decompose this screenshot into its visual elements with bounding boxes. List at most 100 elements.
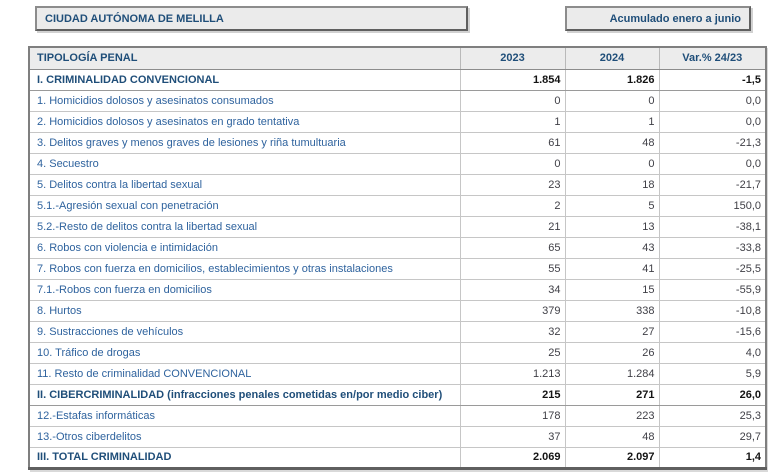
row-label: 3. Delitos graves y menos graves de lesi… <box>29 132 461 154</box>
row-variation: 0,0 <box>659 153 766 175</box>
row-value-2023: 0 <box>460 153 566 175</box>
period-title-box: Acumulado enero a junio <box>565 6 751 31</box>
table-row: 10. Tráfico de drogas 25 26 4,0 <box>29 342 766 364</box>
row-value-2024: 1 <box>565 111 660 133</box>
column-header-2023: 2023 <box>460 47 566 70</box>
row-variation: -38,1 <box>659 216 766 238</box>
row-value-2023: 2 <box>460 195 566 217</box>
row-variation: 150,0 <box>659 195 766 217</box>
row-label: 7.1.-Robos con fuerza en domicilios <box>29 279 461 301</box>
row-value-2024: 0 <box>565 153 660 175</box>
table-row: 5.1.-Agresión sexual con penetración 2 5… <box>29 195 766 217</box>
table-row: 4. Secuestro 0 0 0,0 <box>29 153 766 175</box>
row-label: 11. Resto de criminalidad CONVENCIONAL <box>29 363 461 385</box>
row-label: 6. Robos con violencia e intimidación <box>29 237 461 259</box>
row-value-2023: 1.213 <box>460 363 566 385</box>
row-label: 4. Secuestro <box>29 153 461 175</box>
row-value-2024: 223 <box>565 405 660 427</box>
table-row: 5. Delitos contra la libertad sexual 23 … <box>29 174 766 196</box>
column-header-typology: TIPOLOGÍA PENAL <box>29 47 461 70</box>
row-value-2023: 23 <box>460 174 566 196</box>
row-value-2024: 41 <box>565 258 660 280</box>
table-body: I. CRIMINALIDAD CONVENCIONAL 1.854 1.826… <box>29 68 766 468</box>
row-value-2024: 1.284 <box>565 363 660 385</box>
row-value-2023: 1 <box>460 111 566 133</box>
row-value-2024: 15 <box>565 279 660 301</box>
row-value-2023: 215 <box>460 383 566 406</box>
row-value-2024: 1.826 <box>565 68 660 91</box>
table-row: I. CRIMINALIDAD CONVENCIONAL 1.854 1.826… <box>29 68 766 91</box>
row-value-2024: 18 <box>565 174 660 196</box>
row-label: III. TOTAL CRIMINALIDAD <box>29 446 461 468</box>
row-label: 13.-Otros ciberdelitos <box>29 426 461 448</box>
row-value-2023: 21 <box>460 216 566 238</box>
row-value-2024: 48 <box>565 132 660 154</box>
row-value-2023: 2.069 <box>460 446 566 468</box>
region-title: CIUDAD AUTÓNOMA DE MELILLA <box>45 12 224 25</box>
row-label: I. CRIMINALIDAD CONVENCIONAL <box>29 68 461 91</box>
row-value-2023: 65 <box>460 237 566 259</box>
column-header-variation: Var.% 24/23 <box>659 47 766 70</box>
table-row: 13.-Otros ciberdelitos 37 48 29,7 <box>29 426 766 448</box>
table-row: 3. Delitos graves y menos graves de lesi… <box>29 132 766 154</box>
row-variation: -21,7 <box>659 174 766 196</box>
table-row: 7.1.-Robos con fuerza en domicilios 34 1… <box>29 279 766 301</box>
row-label: 5. Delitos contra la libertad sexual <box>29 174 461 196</box>
row-variation: -21,3 <box>659 132 766 154</box>
row-variation: -25,5 <box>659 258 766 280</box>
row-value-2023: 0 <box>460 90 566 112</box>
column-header-2024: 2024 <box>565 47 660 70</box>
row-value-2024: 338 <box>565 300 660 322</box>
crime-statistics-table: TIPOLOGÍA PENAL 2023 2024 Var.% 24/23 I.… <box>28 46 767 470</box>
table-row: 1. Homicidios dolosos y asesinatos consu… <box>29 90 766 112</box>
row-value-2023: 32 <box>460 321 566 343</box>
row-value-2023: 34 <box>460 279 566 301</box>
row-value-2024: 2.097 <box>565 446 660 468</box>
row-variation: 29,7 <box>659 426 766 448</box>
region-title-box: CIUDAD AUTÓNOMA DE MELILLA <box>35 6 468 31</box>
table-row: 5.2.-Resto de delitos contra la libertad… <box>29 216 766 238</box>
row-label: 10. Tráfico de drogas <box>29 342 461 364</box>
row-value-2023: 379 <box>460 300 566 322</box>
period-title: Acumulado enero a junio <box>609 12 741 25</box>
row-value-2024: 271 <box>565 383 660 406</box>
row-label: 7. Robos con fuerza en domicilios, estab… <box>29 258 461 280</box>
row-value-2023: 25 <box>460 342 566 364</box>
row-variation: 0,0 <box>659 111 766 133</box>
table-header-row: TIPOLOGÍA PENAL 2023 2024 Var.% 24/23 <box>29 47 766 70</box>
row-label: 8. Hurtos <box>29 300 461 322</box>
table-row: 7. Robos con fuerza en domicilios, estab… <box>29 258 766 280</box>
row-value-2023: 61 <box>460 132 566 154</box>
table-row: 2. Homicidios dolosos y asesinatos en gr… <box>29 111 766 133</box>
row-variation: 4,0 <box>659 342 766 364</box>
table-row: 11. Resto de criminalidad CONVENCIONAL 1… <box>29 363 766 385</box>
table-row: 9. Sustracciones de vehículos 32 27 -15,… <box>29 321 766 343</box>
table-row: 6. Robos con violencia e intimidación 65… <box>29 237 766 259</box>
row-label: 5.1.-Agresión sexual con penetración <box>29 195 461 217</box>
row-value-2024: 48 <box>565 426 660 448</box>
row-value-2024: 13 <box>565 216 660 238</box>
row-value-2024: 26 <box>565 342 660 364</box>
row-variation: 26,0 <box>659 383 766 406</box>
row-label: 12.-Estafas informáticas <box>29 405 461 427</box>
row-value-2023: 178 <box>460 405 566 427</box>
row-variation: -55,9 <box>659 279 766 301</box>
row-variation: -1,5 <box>659 68 766 91</box>
row-label: II. CIBERCRIMINALIDAD (infracciones pena… <box>29 383 461 406</box>
row-value-2023: 37 <box>460 426 566 448</box>
row-variation: 25,3 <box>659 405 766 427</box>
row-label: 1. Homicidios dolosos y asesinatos consu… <box>29 90 461 112</box>
row-variation: -33,8 <box>659 237 766 259</box>
row-variation: 5,9 <box>659 363 766 385</box>
crime-statistics-table-wrapper: TIPOLOGÍA PENAL 2023 2024 Var.% 24/23 I.… <box>28 46 767 470</box>
table-row: III. TOTAL CRIMINALIDAD 2.069 2.097 1,4 <box>29 446 766 468</box>
row-value-2024: 0 <box>565 90 660 112</box>
table-row: II. CIBERCRIMINALIDAD (infracciones pena… <box>29 383 766 406</box>
row-value-2023: 55 <box>460 258 566 280</box>
row-variation: -15,6 <box>659 321 766 343</box>
row-variation: 0,0 <box>659 90 766 112</box>
row-value-2024: 5 <box>565 195 660 217</box>
table-row: 12.-Estafas informáticas 178 223 25,3 <box>29 405 766 427</box>
row-variation: -10,8 <box>659 300 766 322</box>
